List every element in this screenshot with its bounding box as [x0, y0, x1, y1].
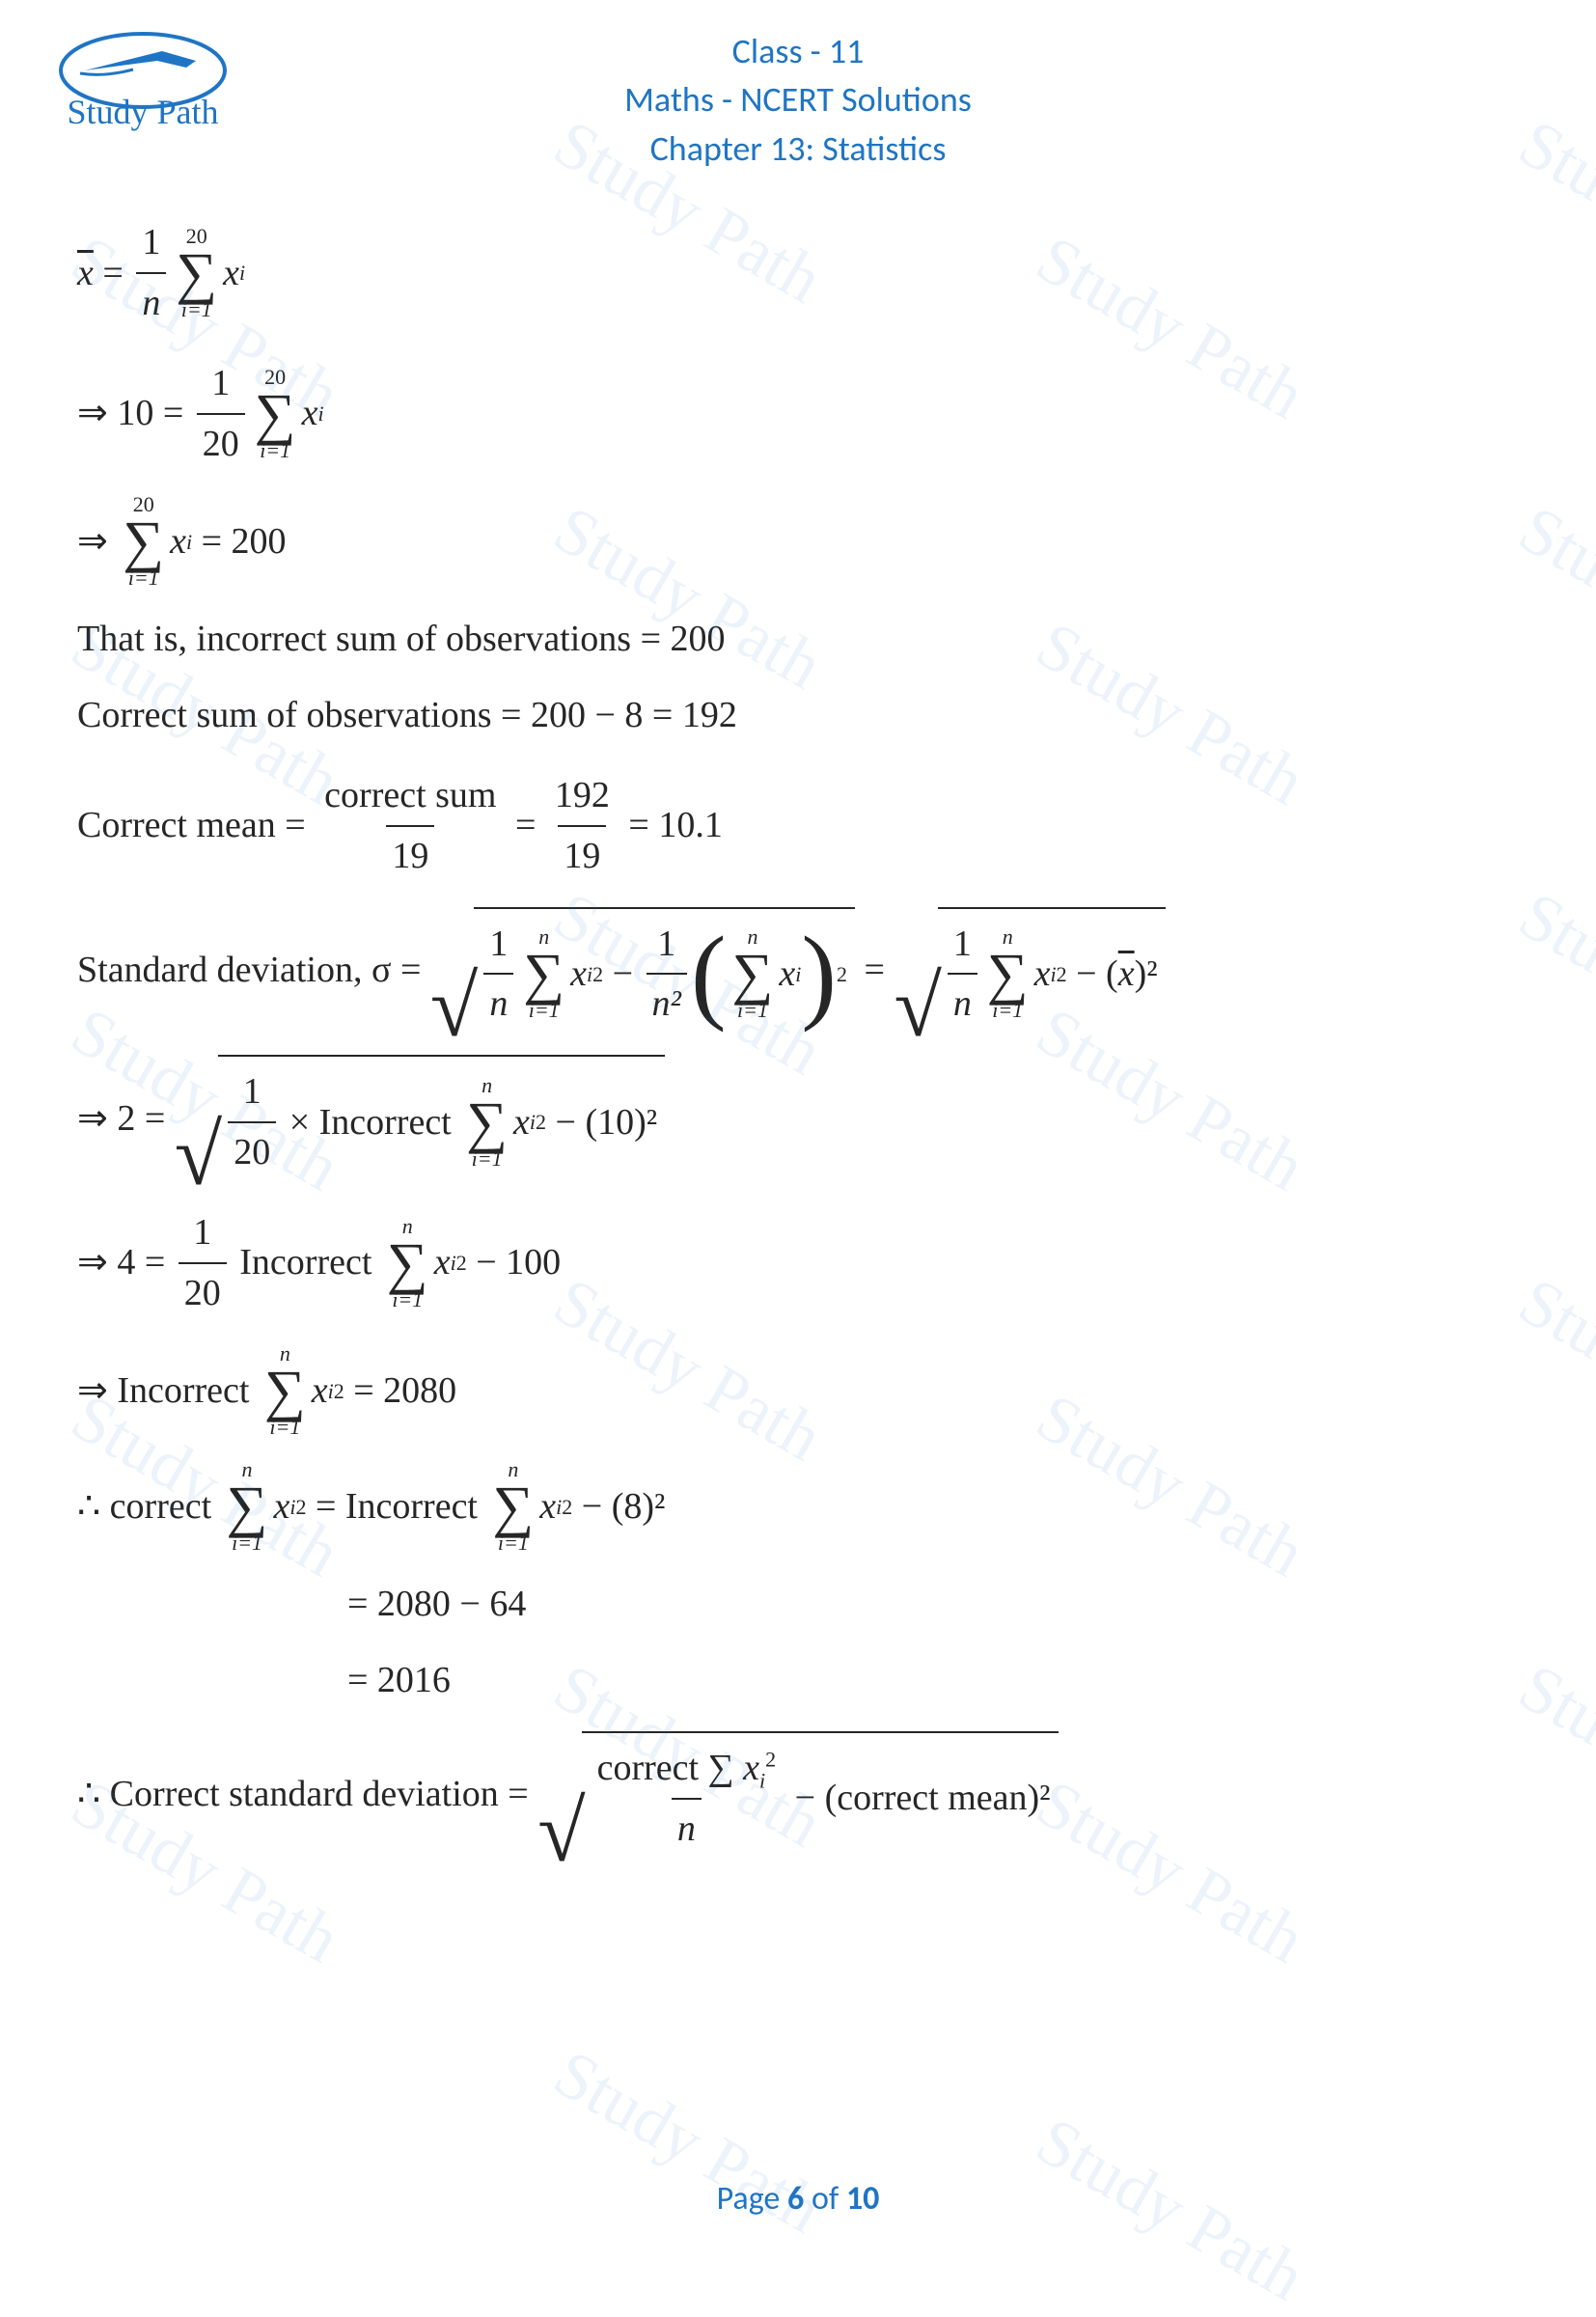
equation-mean-formula: x = 1n 20∑i=1 xi	[77, 213, 1519, 333]
footer-prefix: Page	[717, 2179, 787, 2219]
footer-total-pages: 10	[846, 2179, 879, 2219]
equation-step-2080-64: = 2080 − 64	[347, 1575, 1519, 1634]
header-class: Class - 11	[0, 27, 1596, 75]
logo: Study Path	[46, 27, 239, 133]
header-subject: Maths - NCERT Solutions	[0, 75, 1596, 124]
text-correct-sum: Correct sum of observations = 200 − 8 = …	[77, 686, 1519, 745]
page-header: Study Path Class - 11 Maths - NCERT Solu…	[0, 0, 1596, 173]
footer-mid: of	[804, 2179, 846, 2219]
equation-incorrect-sumsq: ⇒ Incorrect n∑i=1 xi2 = 2080	[77, 1343, 1519, 1438]
header-chapter: Chapter 13: Statistics	[0, 124, 1596, 173]
equation-correct-mean: Correct mean = correct sum19 = 19219 = 1…	[77, 766, 1519, 886]
page-footer: Page 6 of 10	[0, 2179, 1596, 2219]
equation-sd-formula: Standard deviation, σ = √ 1n n∑i=1 xi2 −…	[77, 907, 1519, 1034]
equation-correct-sd: ∴ Correct standard deviation = √ correct…	[77, 1731, 1519, 1859]
equation-substitute-10: ⇒ 10 = 120 20∑i=1 xi	[77, 354, 1519, 474]
equation-sd-sub-2: ⇒ 2 = √ 120 × Incorrect n∑i=1 xi2 − (10)…	[77, 1055, 1519, 1182]
equation-sd-sub-4: ⇒ 4 = 120 Incorrect n∑i=1 xi2 − 100	[77, 1203, 1519, 1323]
text-incorrect-sum: That is, incorrect sum of observations =…	[77, 610, 1519, 669]
equation-correct-sumsq: ∴ correct n∑i=1 xi2 = Incorrect n∑i=1 xi…	[77, 1459, 1519, 1554]
content-body: x = 1n 20∑i=1 xi ⇒ 10 = 120 20∑i=1 xi ⇒ …	[0, 173, 1596, 1858]
equation-sum-200: ⇒ 20∑i=1 xi = 200	[77, 494, 1519, 589]
equation-step-2016: = 2016	[347, 1651, 1519, 1710]
svg-text:Study Path: Study Path	[67, 93, 218, 131]
footer-current-page: 6	[787, 2179, 804, 2219]
